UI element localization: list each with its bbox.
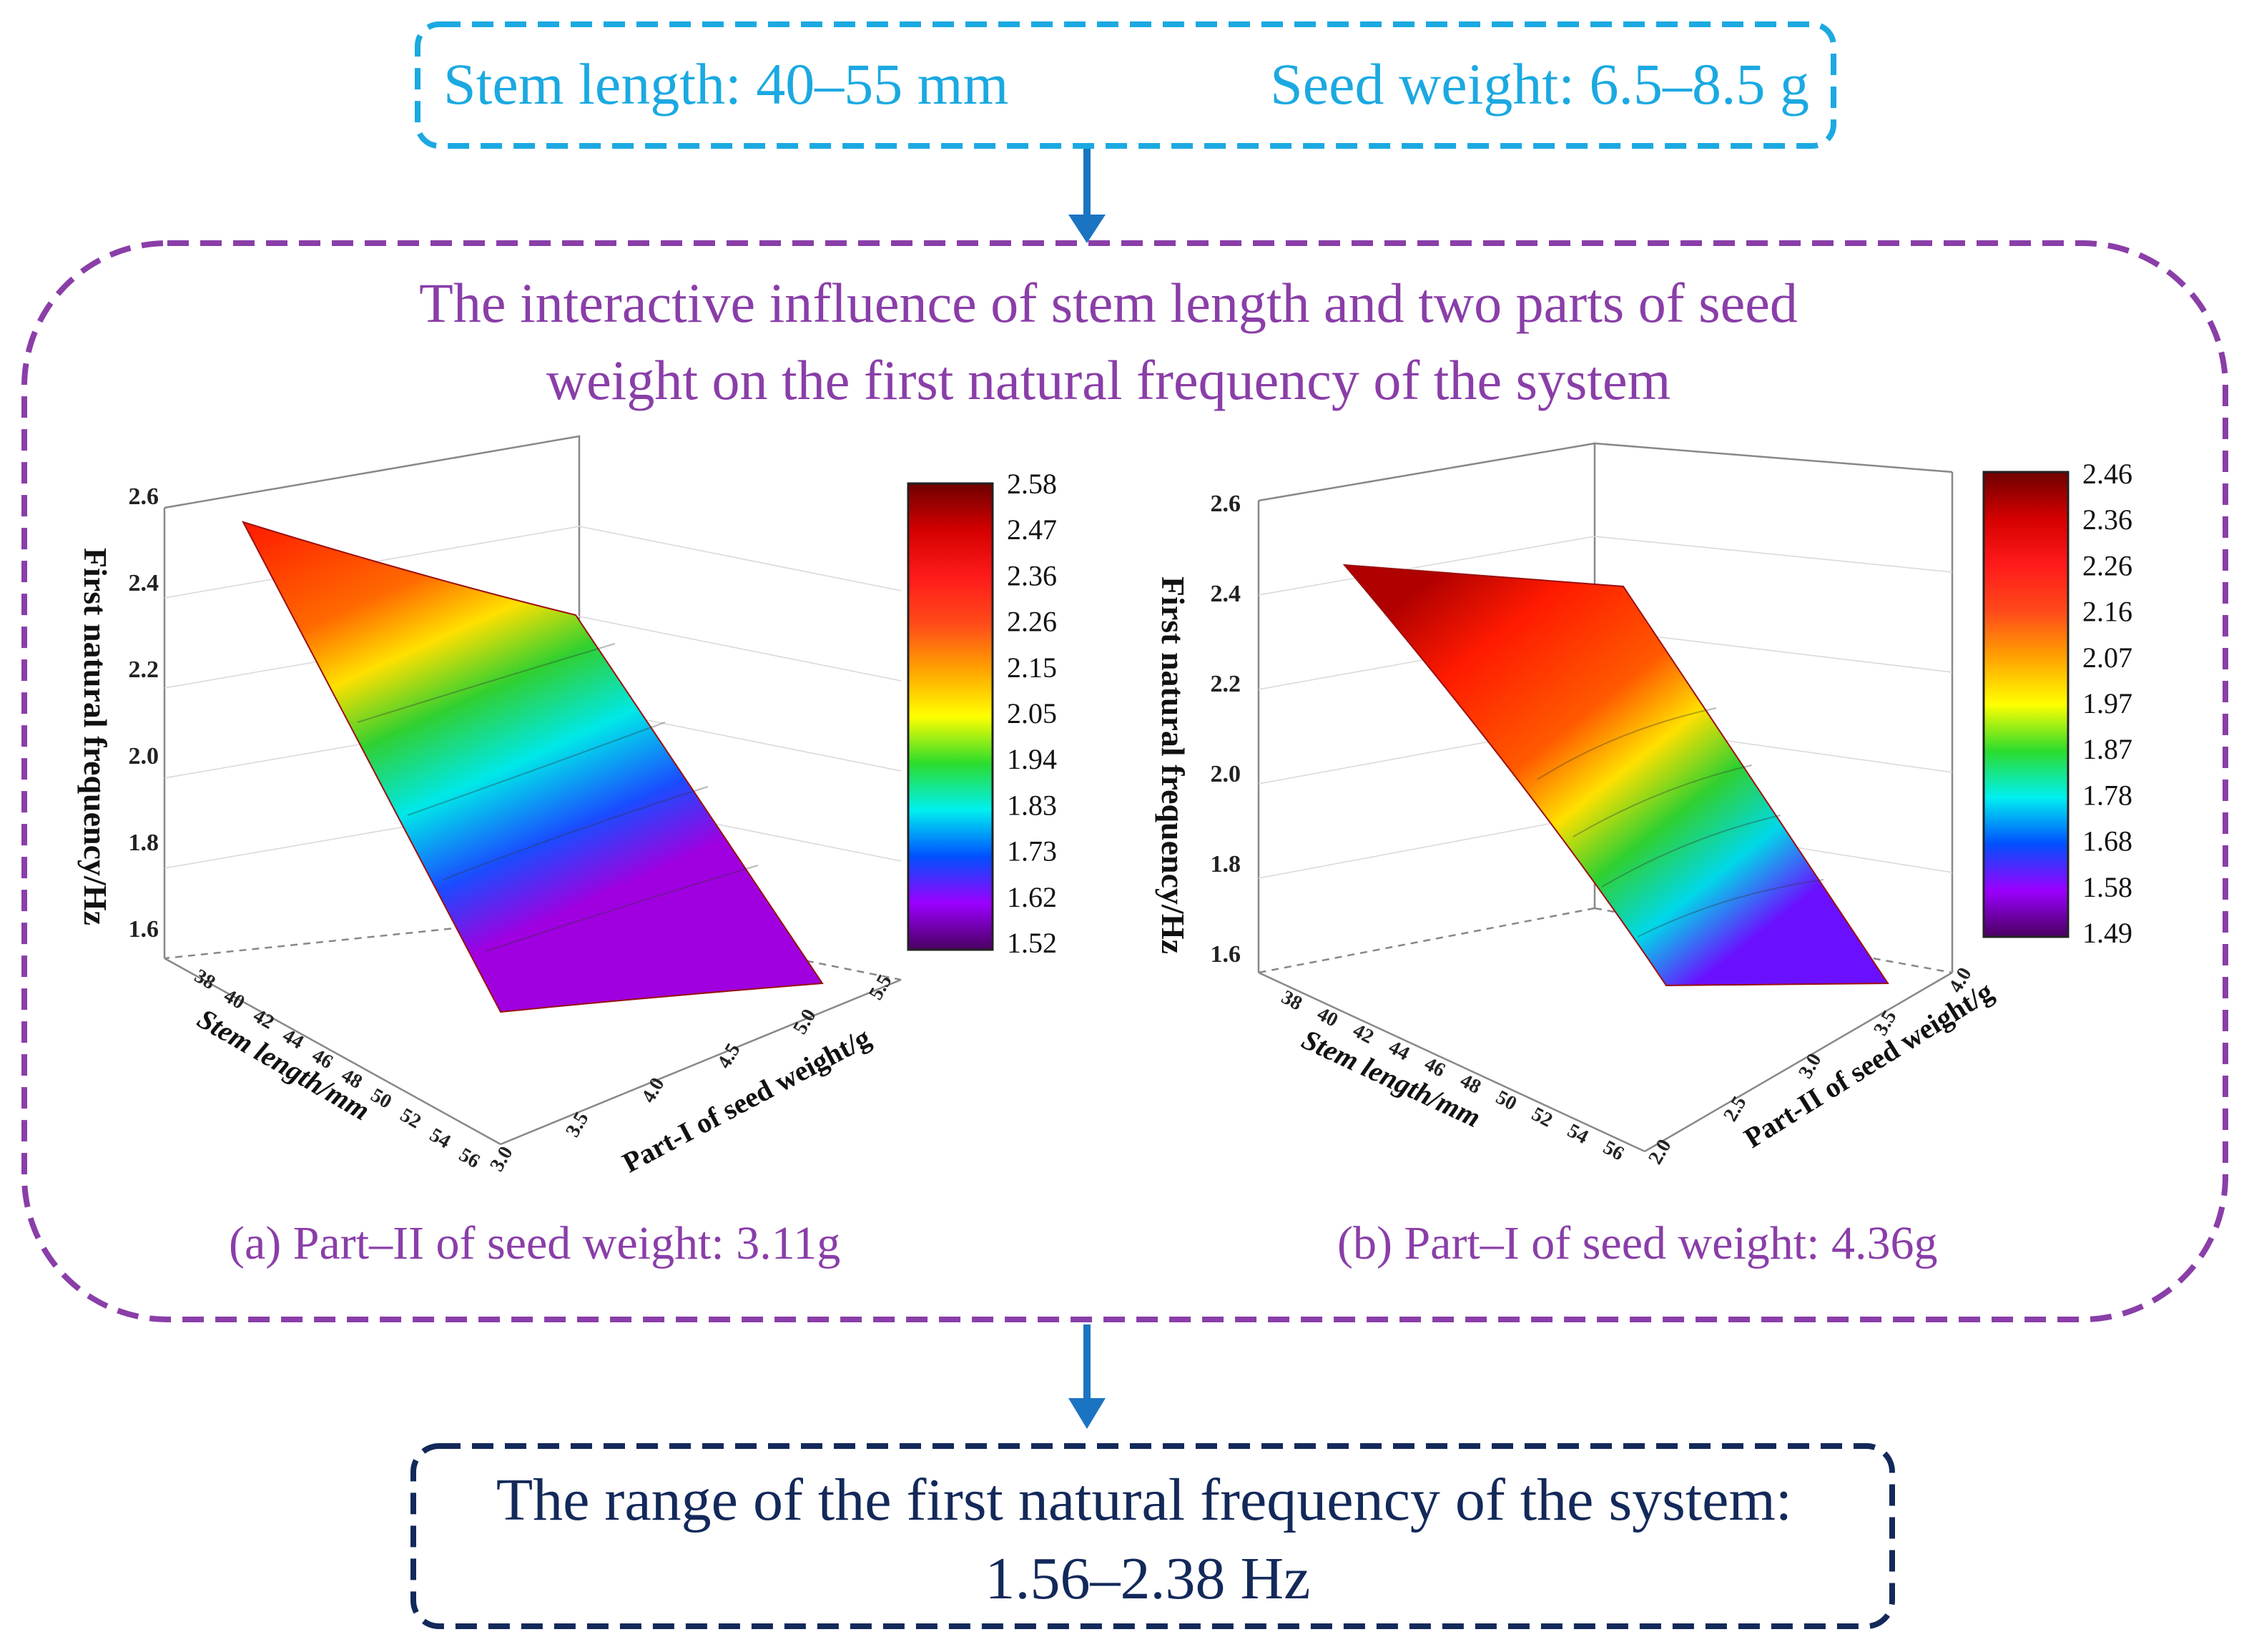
plot-a-colorbar-label: 2.36 <box>1007 559 1057 591</box>
plot-b-z-tick: 2.0 <box>1211 761 1241 787</box>
plot-a-colorbar-label: 2.15 <box>1007 652 1057 684</box>
plot-b-caption: (b) Part–I of seed weight: 4.36g <box>1337 1217 1937 1269</box>
plot-a-colorbar-label: 2.47 <box>1007 513 1057 546</box>
plot-a-x-tick: 40 <box>220 985 249 1014</box>
plot-b-colorbar-label: 1.49 <box>2082 917 2132 949</box>
plot-a-z-tick: 2.0 <box>129 743 159 770</box>
plot-b-x-tick: 50 <box>1492 1086 1520 1116</box>
plot-a-y-tick: 5.5 <box>865 971 896 1004</box>
plot-b-z-tick: 2.6 <box>1211 491 1241 517</box>
down-arrow-1 <box>1068 149 1106 243</box>
plot-a-z-tick: 2.6 <box>129 483 159 510</box>
plot-a-colorbar-label: 2.26 <box>1007 606 1057 638</box>
plot-b-x-tick: 54 <box>1564 1119 1592 1149</box>
plot-b-colorbar-label: 1.78 <box>2082 779 2132 811</box>
plot-a-x-tick: 52 <box>396 1104 425 1134</box>
plot-a-z-tick: 2.4 <box>129 570 159 596</box>
plot-a-y-tick: 3.5 <box>561 1108 593 1141</box>
plot-a-z-tick: 1.6 <box>129 916 159 943</box>
plot-a-z-label: First natural frequency/Hz <box>77 548 114 925</box>
bottom-line2: 1.56–2.38 Hz <box>985 1545 1311 1612</box>
plot-a-y-tick: 4.0 <box>637 1074 669 1107</box>
plot-a-colorbar-label: 1.52 <box>1007 927 1057 959</box>
plot-a-colorbar-label: 1.73 <box>1007 835 1057 867</box>
plot-b-colorbar-label: 1.87 <box>2082 733 2132 765</box>
plot-b-x-tick: 52 <box>1528 1103 1556 1132</box>
bottom-box <box>410 1443 1895 1629</box>
plot-b-z-tick: 2.4 <box>1211 581 1241 607</box>
plot-b-x-label: Stem length/mm <box>1297 1023 1486 1134</box>
plot-b-z-tick: 1.8 <box>1211 851 1241 877</box>
plot-b-colorbar-label: 2.26 <box>2082 549 2132 581</box>
plot-a-colorbar <box>907 482 994 951</box>
plot-a-x-tick: 56 <box>456 1144 484 1173</box>
top-stem-length: Stem length: 40–55 mm <box>443 51 1008 117</box>
plot-b-y-label: Part-II of seed weight/g <box>1738 975 1999 1154</box>
plot-a-x-tick: 54 <box>425 1124 454 1153</box>
plot-b-z-tick: 1.6 <box>1211 941 1241 968</box>
middle-title-line2: weight on the first natural frequency of… <box>546 349 1671 411</box>
plot-b-y-tick: 2.0 <box>1644 1136 1675 1169</box>
top-seed-weight: Seed weight: 6.5–8.5 g <box>1270 51 1809 117</box>
plot-a-y-tick: 3.0 <box>486 1143 517 1176</box>
plot-a-colorbar-label: 1.83 <box>1007 789 1057 821</box>
plot-b-x-tick: 38 <box>1278 986 1306 1016</box>
plot-b-colorbar-label: 2.16 <box>2082 596 2132 628</box>
plot-b-colorbar-label: 1.58 <box>2082 871 2132 903</box>
surface-b <box>1342 564 1889 987</box>
plot-a-z-tick: 1.8 <box>129 830 159 856</box>
plot-b-colorbar-label: 2.46 <box>2082 458 2132 490</box>
plot-b-colorbar-label: 2.07 <box>2082 641 2132 674</box>
plot-b-colorbar-label: 1.68 <box>2082 825 2132 857</box>
plot-a-colorbar-label: 1.94 <box>1007 743 1057 775</box>
plot-a-colorbar-label: 1.62 <box>1007 881 1057 913</box>
plot-a-colorbar-label: 2.58 <box>1007 468 1057 500</box>
plot-b-colorbar <box>1982 471 2070 938</box>
plot-b-colorbar-label: 1.97 <box>2082 687 2132 719</box>
top-box <box>415 21 1836 149</box>
plot-a-x-tick: 38 <box>191 965 220 994</box>
middle-box <box>21 240 2228 1322</box>
plot-b-colorbar-label: 2.36 <box>2082 503 2132 536</box>
plot-a-caption: (a) Part–II of seed weight: 3.11g <box>229 1217 840 1269</box>
plot-a-y-tick: 5.0 <box>789 1006 820 1038</box>
plot-b-y-tick: 2.5 <box>1719 1093 1751 1126</box>
plot-b: 1.6 1.8 2.0 2.2 2.4 2.6 First natural frequen… <box>1155 442 2132 1269</box>
middle-title-line1: The interactive influence of stem length… <box>419 272 1798 334</box>
plot-b-z-label: First natural frequency/Hz <box>1155 576 1191 954</box>
plot-a-colorbar-label: 2.05 <box>1007 697 1057 729</box>
plot-a: 1.6 1.8 2.0 2.2 2.4 2.6 First natural frequen… <box>77 435 1057 1269</box>
plot-a-z-tick: 2.2 <box>129 657 159 683</box>
down-arrow-2 <box>1068 1324 1106 1429</box>
plot-a-y-tick: 4.5 <box>713 1040 744 1073</box>
surface-a <box>241 521 824 1013</box>
plot-b-z-tick: 2.2 <box>1211 671 1241 697</box>
bottom-line1: The range of the first natural frequency… <box>496 1467 1792 1533</box>
